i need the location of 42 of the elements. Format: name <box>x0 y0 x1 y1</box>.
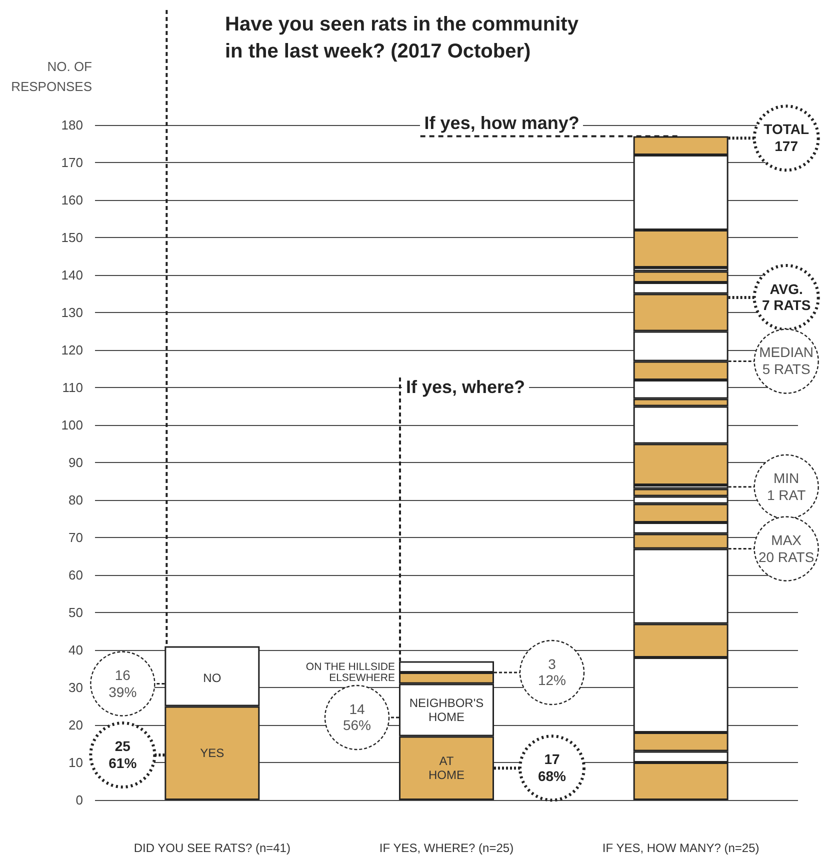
y-tick-label: 30 <box>68 680 83 695</box>
annotation: If yes, how many? <box>420 113 584 135</box>
annotation: MIN 1 RAT <box>766 470 807 504</box>
annotation: 3 12% <box>536 656 568 690</box>
y-tick-label: 180 <box>61 118 83 132</box>
y-tick-label: 50 <box>68 605 83 620</box>
annotation: MAX 20 RATS <box>757 532 816 566</box>
annotation: NEIGHBOR'S HOME <box>408 696 485 724</box>
y-tick-label: 150 <box>61 230 83 245</box>
y-tick-label: 0 <box>76 792 83 808</box>
annotation: If yes, where? <box>402 376 530 398</box>
annotation: TOTAL 177 <box>762 121 810 155</box>
y-tick-label: 10 <box>68 755 83 770</box>
y-tick-label: 90 <box>68 455 83 470</box>
y-tick-label: 40 <box>68 642 83 658</box>
annotation: 14 56% <box>342 700 372 734</box>
annotation: AT HOME <box>428 754 466 782</box>
y-tick-label: 70 <box>68 530 83 545</box>
x-tick-label: IF YES, HOW MANY? (n=25) <box>602 841 760 855</box>
annotation: 25 61% <box>108 738 138 772</box>
y-axis-title: NO. OF RESPONSES <box>10 58 92 96</box>
annotation: ELSEWHERE <box>329 672 395 684</box>
annotation: ON THE HILLSIDE <box>306 660 395 673</box>
chart-title: Have you seen rats in the community in the last week? (2017 October) <box>225 14 584 62</box>
y-tick-label: 110 <box>62 380 83 395</box>
annotation: YES <box>199 746 226 761</box>
annotation: MEDIAN 5 RATS <box>758 344 815 378</box>
annotation: 17 68% <box>536 751 568 785</box>
annotation: NO <box>202 671 222 686</box>
y-tick-label: 120 <box>61 342 83 358</box>
y-tick-label: 140 <box>61 268 83 282</box>
y-tick-label: 130 <box>61 305 83 320</box>
y-tick-label: 100 <box>61 418 83 432</box>
x-tick-label: DID YOU SEE RATS? (n=41) <box>134 841 290 855</box>
y-tick-label: 80 <box>68 492 83 508</box>
x-tick-label: IF YES, WHERE? (n=25) <box>379 841 514 855</box>
y-tick-label: 60 <box>68 568 83 582</box>
annotation: 16 39% <box>108 666 138 700</box>
y-tick-label: 20 <box>68 718 83 732</box>
y-tick-label: 160 <box>61 192 83 208</box>
y-tick-label: 170 <box>61 155 83 170</box>
annotation: AVG. 7 RATS <box>760 280 812 314</box>
